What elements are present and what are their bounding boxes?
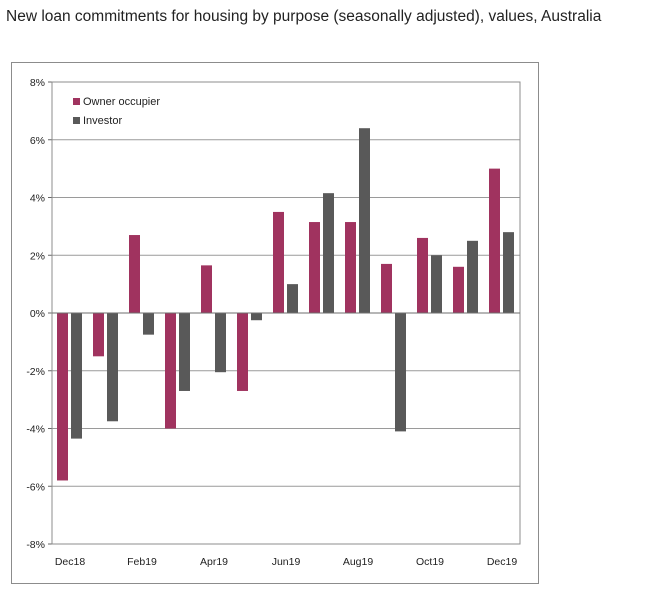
y-tick-label: 2% [30, 250, 45, 262]
bar-investor-dec18 [71, 313, 82, 439]
y-tick-label: 4% [30, 193, 45, 205]
legend-swatch-investor [73, 117, 80, 124]
bar-investor-nov19 [467, 240, 478, 313]
axis-layer: 8% 6% 4% 2% 0% -2% -4% -6% -8% Dec18 Feb19 Apr19 Jun… [26, 77, 521, 568]
x-tick-label: Apr19 [200, 556, 228, 568]
bar-owner-occupier-dec18 [57, 313, 68, 481]
bar-investor-sep19 [395, 313, 406, 432]
y-tick-label: -8% [26, 539, 45, 551]
bar-owner-occupier-jun19 [273, 211, 284, 313]
bar-investor-feb19 [143, 313, 154, 335]
bar-investor-jan19 [107, 313, 118, 422]
legend-label-investor: Investor [83, 115, 122, 127]
bar-owner-occupier-apr19 [201, 265, 212, 313]
x-tick-label: Dec18 [55, 556, 86, 568]
x-tick-label: Dec19 [487, 556, 518, 568]
bar-investor-jul19 [323, 193, 334, 313]
bar-investor-dec19 [503, 232, 514, 313]
x-tick-label: Oct19 [416, 556, 444, 568]
y-tick-label: 0% [30, 308, 45, 320]
x-tick-label: Aug19 [343, 556, 374, 568]
bar-investor-oct19 [431, 255, 442, 313]
bar-investor-apr19 [215, 313, 226, 373]
bar-investor-aug19 [359, 128, 370, 313]
bar-investor-mar19 [179, 313, 190, 391]
bar-owner-occupier-sep19 [381, 263, 392, 313]
bar-owner-occupier-aug19 [345, 222, 356, 313]
legend-label-owner-occupier: Owner occupier [83, 96, 160, 108]
bar-owner-occupier-jan19 [93, 313, 104, 357]
bar-owner-occupier-jul19 [309, 222, 320, 313]
y-tick-label: 8% [30, 77, 45, 89]
y-tick-label: -6% [26, 481, 45, 493]
page-title: New loan commitments for housing by purp… [6, 8, 602, 25]
y-tick-label: -2% [26, 366, 45, 378]
legend: Owner occupier Investor [73, 96, 160, 127]
bar-investor-jun19 [287, 284, 298, 313]
bar-owner-occupier-may19 [237, 313, 248, 391]
bar-owner-occupier-mar19 [165, 313, 176, 429]
x-tick-label: Jun19 [272, 556, 301, 568]
y-tick-label: 6% [30, 135, 45, 147]
bar-owner-occupier-nov19 [453, 266, 464, 313]
y-tick-label: -4% [26, 424, 45, 436]
legend-swatch-owner-occupier [73, 98, 80, 105]
bar-owner-occupier-feb19 [129, 235, 140, 313]
bar-layer [57, 128, 514, 481]
bar-owner-occupier-dec19 [489, 168, 500, 313]
bar-investor-may19 [251, 313, 262, 321]
x-tick-label: Feb19 [127, 556, 157, 568]
bar-owner-occupier-oct19 [417, 237, 428, 313]
